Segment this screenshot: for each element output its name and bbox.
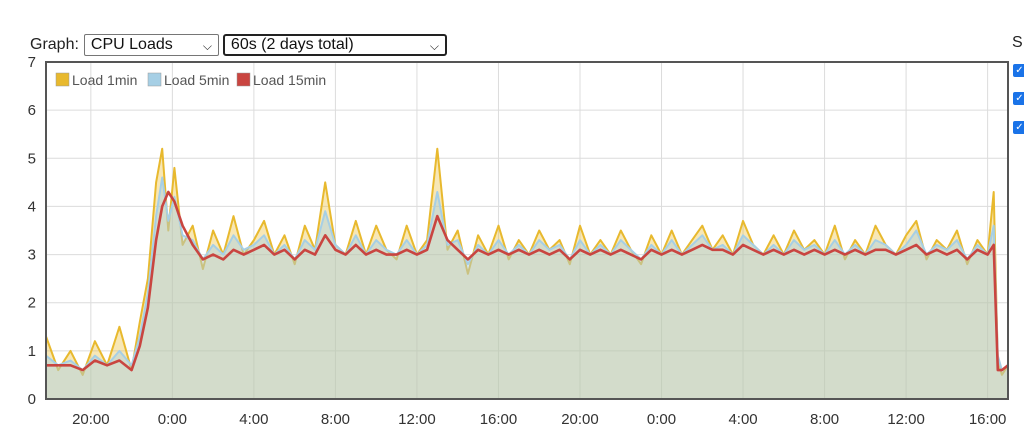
check-icon: ✓ [1015, 65, 1024, 76]
legend-label-3[interactable]: Load 15min [253, 72, 326, 88]
y-tick-label: 4 [28, 198, 36, 215]
x-tick-label: 12:00 [887, 411, 925, 428]
x-tick-label: 8:00 [321, 411, 350, 428]
series-checkbox-2[interactable]: ✓ [1013, 92, 1024, 105]
legend-label-2[interactable]: Load 5min [164, 72, 229, 88]
y-tick-label: 0 [28, 391, 36, 408]
y-tick-label: 2 [28, 295, 36, 312]
series-area-1 [46, 148, 1008, 399]
series-line-3 [46, 190, 1009, 372]
check-icon: ✓ [1015, 122, 1024, 133]
y-tick-label: 3 [28, 247, 36, 264]
plot-frame [45, 61, 1009, 400]
x-tick-label: 16:00 [480, 411, 518, 428]
check-icon: ✓ [1015, 93, 1024, 104]
y-tick-label: 1 [28, 343, 36, 360]
legend-swatch-1 [55, 72, 70, 87]
series-area-2 [46, 177, 1008, 399]
graph-select[interactable]: CPU Loads ⌵ [83, 34, 219, 56]
x-tick-label: 8:00 [810, 411, 839, 428]
y-tick-label: 7 [28, 54, 36, 71]
x-tick-label: 16:00 [969, 411, 1007, 428]
side-panel-label: S [1012, 34, 1023, 51]
graph-controls: Graph: CPU Loads ⌵ 60s (2 days total) ⌵ [30, 33, 451, 57]
legend-label-1[interactable]: Load 1min [72, 72, 137, 88]
y-tick-label: 5 [28, 150, 36, 167]
legend-swatch-2 [147, 72, 162, 87]
x-tick-label: 12:00 [398, 411, 436, 428]
x-tick-label: 4:00 [239, 411, 268, 428]
series-checkbox-1[interactable]: ✓ [1013, 64, 1024, 77]
x-tick-label: 4:00 [728, 411, 757, 428]
x-tick-label: 0:00 [158, 411, 187, 428]
graph-label: Graph: [30, 36, 79, 53]
interval-select[interactable]: 60s (2 days total) ⌵ [222, 34, 447, 56]
chart-legend: Load 1min Load 5min Load 15min [55, 72, 326, 88]
y-tick-label: 6 [28, 102, 36, 119]
graph-select-value: CPU Loads [90, 36, 173, 53]
series-checkbox-3[interactable]: ✓ [1013, 121, 1024, 134]
x-tick-label: 0:00 [647, 411, 676, 428]
chevron-down-icon: ⌵ [429, 39, 439, 53]
x-tick-label: 20:00 [561, 411, 599, 428]
legend-swatch-3 [236, 72, 251, 87]
chevron-down-icon: ⌵ [202, 39, 212, 53]
x-tick-label: 20:00 [72, 411, 110, 428]
interval-select-value: 60s (2 days total) [230, 36, 354, 53]
